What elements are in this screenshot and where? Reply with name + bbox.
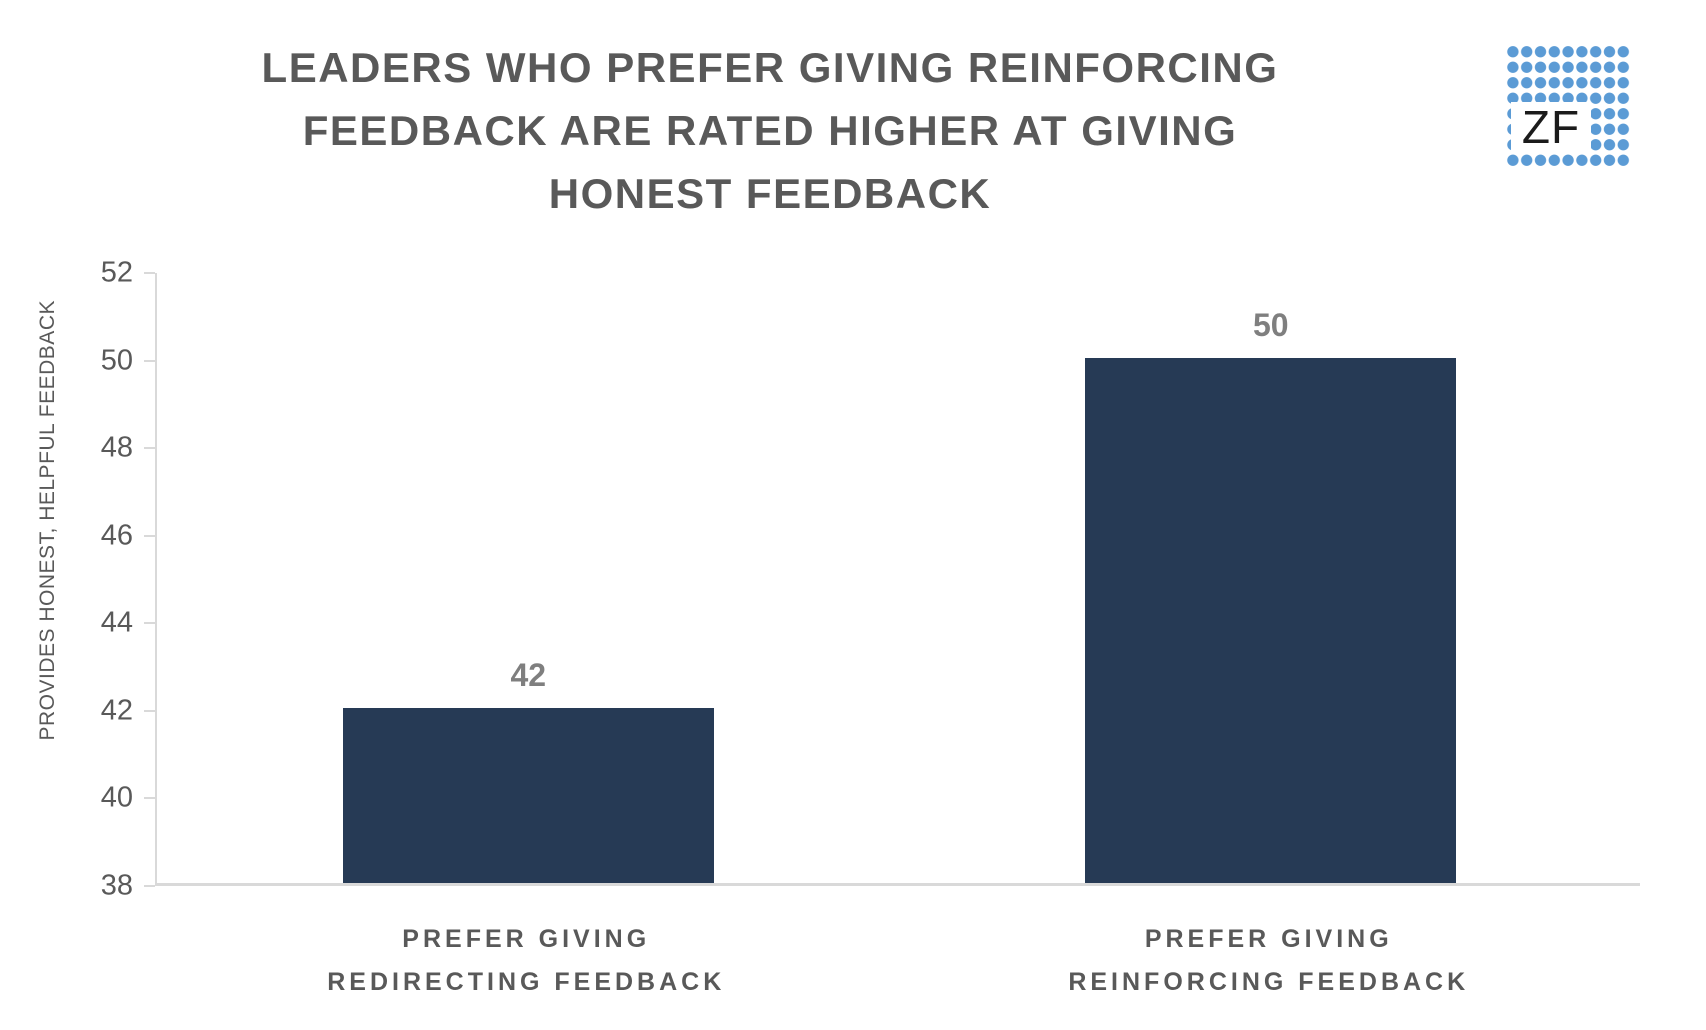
- x-category-label-line: PREFER GIVING: [1144, 925, 1393, 953]
- plot-area: 38 40 42 44 46 48 50 52 42 50: [101, 257, 1640, 902]
- bar-value-label: 42: [510, 656, 547, 693]
- zf-logo: ZF: [1506, 44, 1630, 168]
- y-tick-label: 40: [100, 781, 133, 814]
- y-tick-label: 44: [100, 606, 133, 639]
- chart-title-line-3: HONEST FEEDBACK: [548, 170, 992, 217]
- x-category-label-line: REINFORCING FEEDBACK: [1068, 968, 1470, 996]
- bar-1: [342, 707, 714, 883]
- x-axis-labels: PREFER GIVING REDIRECTING FEEDBACK PREFER …: [155, 918, 1640, 1018]
- y-tick-mark: [144, 797, 155, 800]
- x-category-label-line: PREFER GIVING: [402, 925, 651, 953]
- x-category-label-1: PREFER GIVING REDIRECTING FEEDBACK: [327, 918, 725, 1004]
- y-tick-label: 52: [100, 256, 133, 289]
- chart-title-line-2: FEEDBACK ARE RATED HIGHER AT GIVING: [302, 107, 1238, 154]
- y-tick-label: 42: [100, 694, 133, 727]
- zf-logo-text: ZF: [1511, 101, 1591, 153]
- y-tick-mark: [144, 359, 155, 362]
- y-tick-mark: [144, 534, 155, 537]
- y-tick-label: 48: [100, 431, 133, 464]
- y-axis-title: PROVIDES HONEST, HELPFUL FEEDBACK: [26, 220, 70, 820]
- chart-title-line-1: LEADERS WHO PREFER GIVING REINFORCING: [261, 44, 1279, 91]
- y-tick-mark: [144, 885, 155, 887]
- y-tick-label: 50: [100, 344, 133, 377]
- y-tick-mark: [144, 272, 155, 274]
- chart-title: LEADERS WHO PREFER GIVING REINFORCING FE…: [70, 36, 1470, 225]
- y-axis-title-text: PROVIDES HONEST, HELPFUL FEEDBACK: [36, 299, 59, 741]
- bar-2: [1085, 357, 1457, 883]
- y-tick-mark: [144, 622, 155, 625]
- y-tick-mark: [144, 447, 155, 450]
- y-tick-label: 46: [100, 519, 133, 552]
- x-category-label-2: PREFER GIVING REINFORCING FEEDBACK: [1068, 918, 1469, 1004]
- y-tick-label: 38: [100, 869, 133, 902]
- y-tick-mark: [144, 709, 155, 712]
- x-category-label-line: REDIRECTING FEEDBACK: [327, 968, 726, 996]
- bar-value-label: 50: [1252, 306, 1289, 343]
